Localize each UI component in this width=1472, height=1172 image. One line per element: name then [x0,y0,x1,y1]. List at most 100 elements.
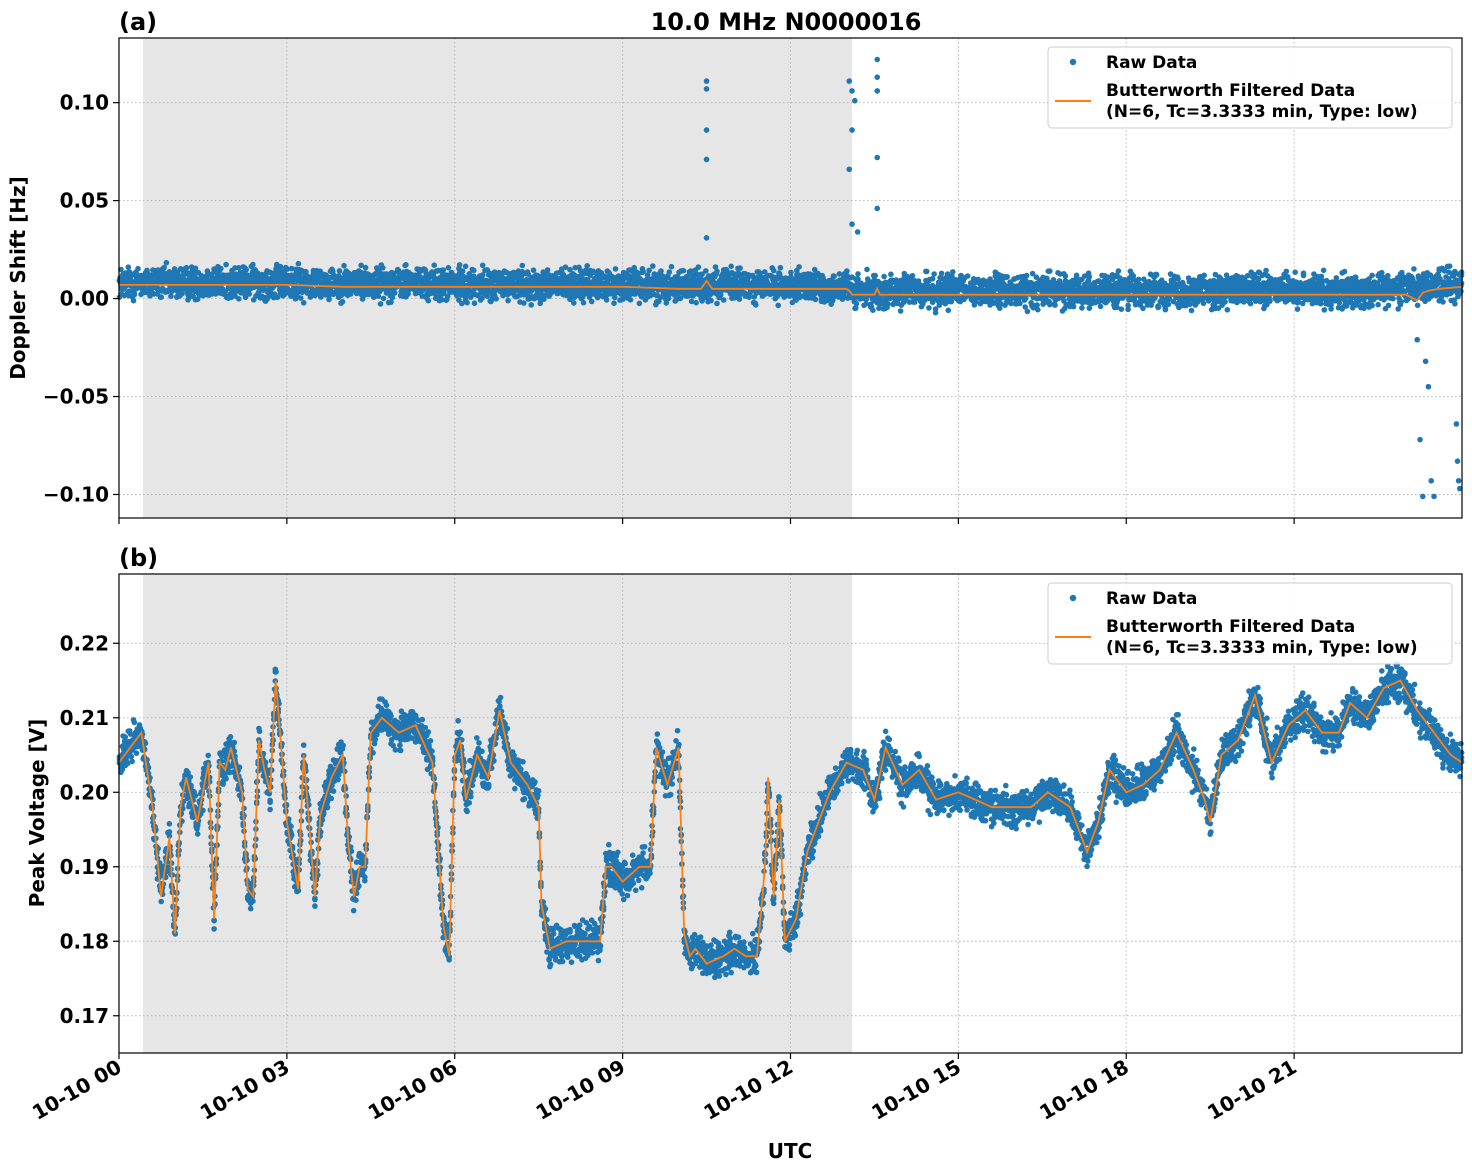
raw-data-point [1017,300,1023,307]
raw-data-point [297,295,304,301]
raw-data-point [389,294,396,301]
raw-data-point [1165,301,1172,308]
raw-data-point [714,300,720,307]
raw-data-point [1070,303,1077,310]
raw-data-point [1086,273,1093,280]
raw-data-point [650,263,656,269]
raw-data-point [204,268,211,274]
raw-data-point [431,262,438,269]
raw-data-point [1140,305,1146,312]
raw-data-point [125,264,132,271]
raw-data-point [1201,272,1207,279]
raw-data-point [528,302,534,308]
raw-data-point [462,263,469,270]
raw-data-point [855,271,861,277]
raw-data-point [708,297,714,304]
raw-data-point [680,267,687,274]
raw-data-point [1153,271,1160,278]
raw-data-point [897,308,904,314]
raw-data-point [885,301,891,307]
raw-data-point [612,266,619,272]
raw-data-point [274,268,281,274]
raw-data-point [584,263,590,269]
raw-data-point [1263,267,1269,274]
raw-data-point [223,261,229,268]
raw-data-point [640,268,646,275]
raw-data-point [1062,273,1069,279]
raw-data-point [844,268,850,274]
raw-data-point [1175,275,1181,282]
raw-data-point [419,293,426,299]
raw-data-point [1267,298,1273,304]
raw-data-point [1118,306,1125,313]
raw-data-point [864,266,870,273]
raw-data-point [931,271,937,277]
raw-data-point [375,293,382,300]
raw-data-point [281,291,288,298]
raw-data-point [277,263,284,270]
raw-data-point [246,291,252,297]
raw-data-point [544,267,551,273]
raw-data-point [611,300,617,307]
raw-data-point [179,290,185,297]
raw-data-point [158,294,164,300]
raw-data-point [950,269,956,275]
raw-data-point [777,264,784,271]
raw-data-point [1162,306,1169,313]
raw-data-point [456,262,463,268]
raw-data-point [627,297,634,303]
raw-data-point [945,307,952,314]
raw-data-point [909,272,916,279]
raw-data-point [380,295,387,302]
raw-data-point [336,268,343,274]
raw-data-point [479,262,486,269]
raw-data-point [1024,308,1031,315]
raw-data-point [295,260,302,267]
raw-data-point [530,267,537,274]
raw-data-point [339,298,346,305]
raw-data-point [377,301,384,307]
raw-data-point [288,265,295,272]
raw-data-point [888,271,894,278]
raw-data-point [938,270,945,277]
raw-data-point [646,267,652,274]
raw-data-point [307,294,314,300]
raw-data-point [203,272,210,279]
raw-data-point [603,297,610,303]
raw-data-point [168,269,174,276]
raw-data-point [1247,300,1254,307]
raw-data-point [714,268,720,275]
raw-data-point [1294,306,1301,312]
raw-data-point [250,261,256,268]
raw-data-point [1155,304,1162,310]
raw-data-point [161,264,167,271]
raw-data-point [693,299,699,306]
raw-data-point [505,297,511,304]
raw-data-point [1200,300,1207,307]
raw-data-point [471,300,478,307]
raw-data-point [1224,307,1231,313]
raw-data-point [459,268,466,275]
raw-data-point [923,268,930,275]
raw-data-point [948,298,955,304]
raw-data-point [1079,305,1085,311]
raw-data-point [1115,268,1122,274]
raw-data-point [135,265,141,272]
raw-data-point [1320,267,1327,274]
raw-data-point [403,262,409,268]
raw-data-point [775,302,781,309]
raw-data-point [720,297,727,303]
raw-data-point [440,267,447,273]
raw-data-point [318,294,324,300]
raw-data-point [1004,274,1010,280]
raw-data-point [194,296,201,303]
raw-data-point [1135,276,1142,283]
raw-data-point [341,262,347,269]
raw-data-point [236,296,242,302]
raw-data-point [926,305,932,311]
raw-data-point [236,265,242,271]
raw-data-point [703,268,709,274]
raw-data-point [391,290,398,296]
raw-data-point [666,269,673,275]
